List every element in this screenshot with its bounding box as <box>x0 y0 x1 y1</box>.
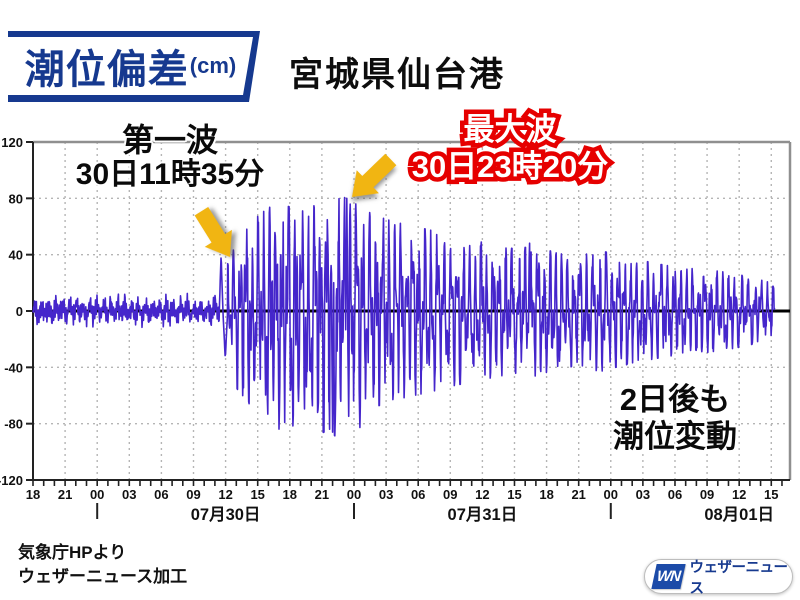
svg-text:09: 09 <box>700 487 714 502</box>
weathernews-logo: WN ウェザーニュース <box>644 559 793 597</box>
svg-text:06: 06 <box>668 487 682 502</box>
svg-text:12: 12 <box>732 487 746 502</box>
max-wave-title: 最大波 <box>463 112 557 147</box>
svg-text:15: 15 <box>507 487 521 502</box>
source-credit-line1: 気象庁HPより <box>18 543 127 562</box>
weathernews-logo-text: ウェザーニュース <box>689 559 789 597</box>
svg-text:09: 09 <box>186 487 200 502</box>
badge-unit: (cm) <box>189 53 237 78</box>
svg-text:06: 06 <box>411 487 425 502</box>
source-credit-line2: ウェザーニュース加工 <box>18 567 188 586</box>
svg-text:120: 120 <box>1 135 23 150</box>
svg-text:-80: -80 <box>4 417 23 432</box>
svg-text:12: 12 <box>218 487 232 502</box>
svg-text:0: 0 <box>16 304 23 319</box>
svg-text:07月31日: 07月31日 <box>448 505 518 524</box>
svg-text:03: 03 <box>379 487 393 502</box>
max-wave-time: 30日23時20分 <box>411 149 609 184</box>
first-wave-annotation: 第一波 30日11時35分 <box>50 122 290 192</box>
svg-text:21: 21 <box>58 487 72 502</box>
aftermath-line2: 潮位変動 <box>613 419 737 454</box>
svg-text:80: 80 <box>9 191 23 206</box>
svg-text:07月30日: 07月30日 <box>191 505 261 524</box>
title-badge: 潮位偏差 (cm) <box>8 31 260 102</box>
svg-text:40: 40 <box>9 248 23 263</box>
svg-text:03: 03 <box>122 487 136 502</box>
wn-logo-icon: WN <box>651 564 686 589</box>
svg-text:21: 21 <box>571 487 585 502</box>
svg-text:09: 09 <box>443 487 457 502</box>
source-credit: 気象庁HPより ウェザーニュース加工 <box>18 541 187 589</box>
aftermath-line1: 2日後も <box>619 382 731 417</box>
svg-text:18: 18 <box>283 487 297 502</box>
max-wave-title-outline: 最大波 <box>459 108 561 152</box>
first-wave-title: 第一波 <box>121 122 218 158</box>
aftermath-annotation: 2日後も 潮位変動 <box>580 381 770 455</box>
svg-text:00: 00 <box>347 487 361 502</box>
svg-text:12: 12 <box>475 487 489 502</box>
svg-text:15: 15 <box>250 487 264 502</box>
first-wave-arrow-icon <box>194 206 232 257</box>
svg-text:18: 18 <box>26 487 40 502</box>
wn-logo-icon-text: WN <box>655 568 681 585</box>
location-title: 宮城県仙台港 <box>289 56 505 94</box>
svg-text:21: 21 <box>315 487 329 502</box>
badge-title: 潮位偏差 <box>24 48 189 92</box>
svg-text:15: 15 <box>764 487 778 502</box>
title-badge-inner: 潮位偏差 (cm) <box>8 37 253 95</box>
first-wave-time: 30日11時35分 <box>75 158 265 191</box>
max-wave-annotation: 最大波 最大波 30日23時20分 30日23時20分 <box>390 108 630 189</box>
svg-text:18: 18 <box>539 487 553 502</box>
svg-text:00: 00 <box>604 487 618 502</box>
svg-text:00: 00 <box>90 487 104 502</box>
svg-text:08月01日: 08月01日 <box>704 505 774 524</box>
svg-text:-40: -40 <box>4 360 23 375</box>
svg-text:06: 06 <box>154 487 168 502</box>
svg-text:-120: -120 <box>0 473 23 488</box>
svg-text:03: 03 <box>636 487 650 502</box>
